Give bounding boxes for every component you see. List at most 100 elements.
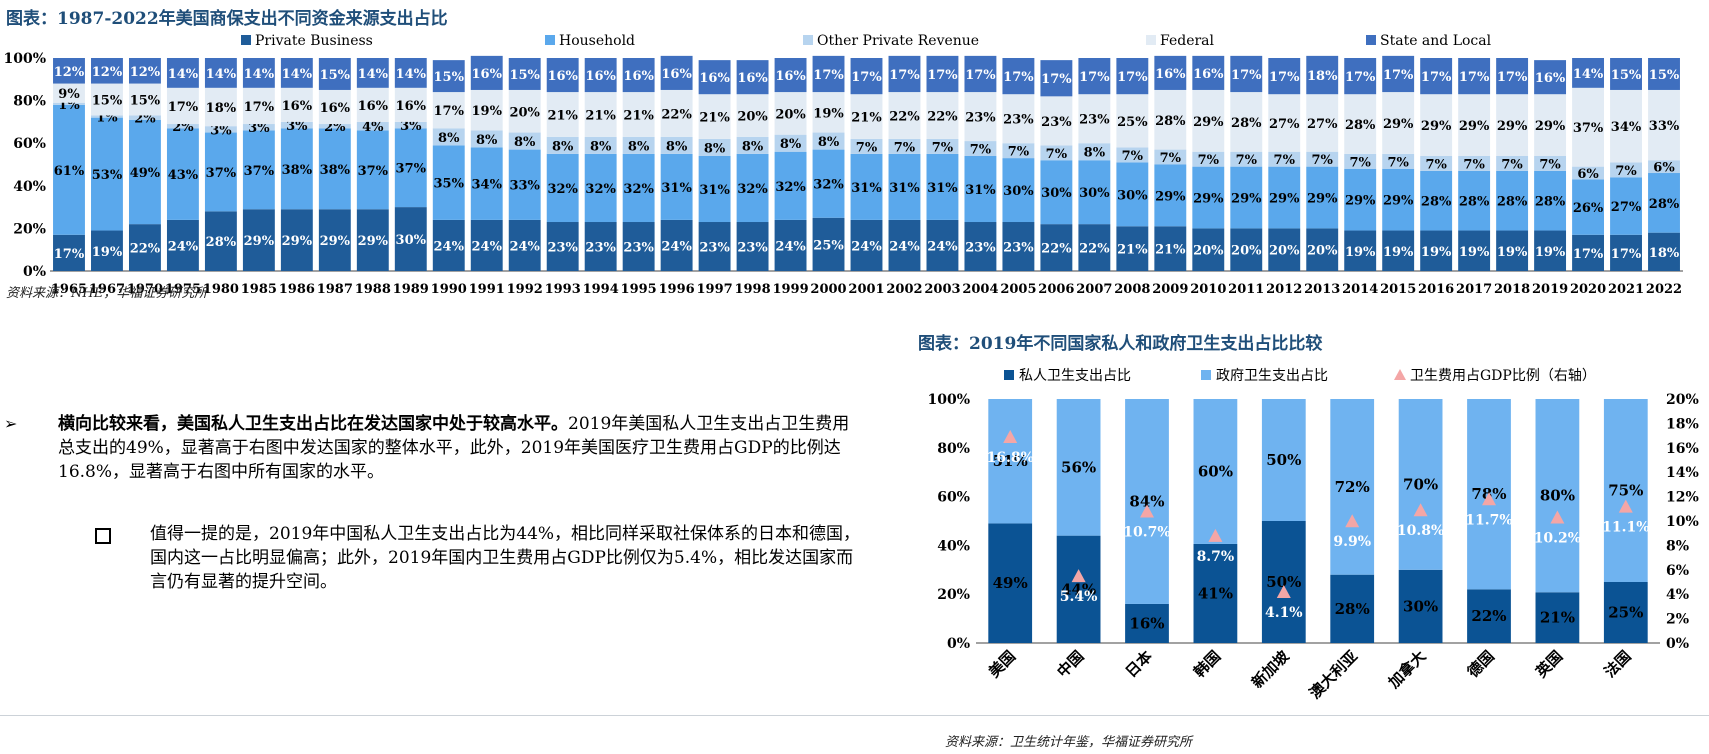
bar-segment <box>1610 234 1642 271</box>
data-label-private: 25% <box>1608 604 1643 622</box>
data-label-private: 21% <box>1540 609 1575 627</box>
data-label: 7% <box>1312 153 1334 168</box>
data-label: 29% <box>282 234 313 249</box>
data-label: 29% <box>244 234 275 249</box>
x-tick-label: 2000 <box>810 282 846 297</box>
data-label: 19% <box>92 245 123 260</box>
data-label: 14% <box>1573 67 1604 82</box>
data-label: 28% <box>206 235 237 250</box>
bar-segment <box>622 222 655 271</box>
data-label: 19% <box>813 106 844 121</box>
bar-segment-private <box>1125 603 1169 643</box>
data-label: 29% <box>1497 119 1528 134</box>
data-label: 31% <box>851 181 882 196</box>
data-label: 12% <box>130 65 161 80</box>
x-tick-label: 美国 <box>985 647 1019 681</box>
bar-segment <box>280 87 313 122</box>
bar-segment <box>1040 96 1073 146</box>
gdp-label: 10.8% <box>1397 523 1444 539</box>
legend-swatch <box>1146 35 1156 45</box>
data-label: 8% <box>1084 146 1106 161</box>
data-label-government: 80% <box>1540 487 1575 505</box>
bar-segment-private <box>1467 589 1511 643</box>
bar-segment <box>736 136 769 154</box>
data-label: 8% <box>590 139 612 154</box>
x-tick-label: 韩国 <box>1190 647 1224 681</box>
bar-segment <box>432 128 465 146</box>
data-label: 23% <box>1079 113 1110 128</box>
legend-swatch <box>1004 370 1014 380</box>
bar-segment <box>1458 155 1491 171</box>
bar-segment <box>1458 230 1491 271</box>
data-label-private: 49% <box>993 574 1028 592</box>
data-label: 30% <box>396 233 427 248</box>
data-label: 29% <box>1459 119 1490 134</box>
data-label: 31% <box>965 183 996 198</box>
bar-segment <box>53 83 85 103</box>
data-label: 17% <box>1117 70 1148 85</box>
y-tick-label: 100% <box>3 51 46 67</box>
bar-segment <box>1382 92 1415 154</box>
x-tick-label: 1999 <box>772 282 808 297</box>
footer-rule <box>0 715 1709 716</box>
bar-segment <box>1610 58 1642 90</box>
y2-tick-label: 8% <box>1666 538 1689 554</box>
data-label: 7% <box>1160 151 1182 166</box>
bar-segment <box>1268 166 1301 229</box>
data-label: 7% <box>1463 157 1485 172</box>
data-label: 32% <box>623 182 654 197</box>
data-label: 33% <box>1649 119 1680 134</box>
data-label: 37% <box>244 164 275 179</box>
bar-segment <box>774 219 807 271</box>
x-tick-label: 英国 <box>1532 647 1566 681</box>
bar-segment <box>1268 228 1301 271</box>
data-label: 3% <box>248 121 270 136</box>
bar-segment <box>622 153 655 223</box>
bar-segment <box>1002 94 1035 144</box>
bar-segment <box>888 153 921 220</box>
bar-segment <box>1572 179 1605 235</box>
bar-segment-private <box>988 523 1033 643</box>
data-label: 18% <box>1649 246 1680 261</box>
bar-segment <box>1344 168 1377 231</box>
gdp-marker <box>1208 528 1223 542</box>
data-label: 7% <box>894 140 916 155</box>
x-tick-label: 2015 <box>1380 282 1416 297</box>
data-label: 30% <box>1041 186 1072 201</box>
bar-segment <box>736 222 769 271</box>
bar-segment <box>1610 162 1642 178</box>
data-label: 29% <box>1383 117 1414 132</box>
data-label: 61% <box>54 164 85 179</box>
data-label: 31% <box>927 181 958 196</box>
gdp-label: 9.9% <box>1333 534 1371 550</box>
y2-tick-label: 14% <box>1666 465 1699 481</box>
bar-segment <box>850 153 883 220</box>
bar-segment <box>964 92 997 142</box>
data-label: 17% <box>1421 70 1452 85</box>
legend-label: Other Private Revenue <box>817 33 979 49</box>
bar-segment <box>736 94 769 137</box>
bar-segment <box>128 119 161 225</box>
data-label: 12% <box>54 65 85 80</box>
data-label: 37% <box>1573 121 1604 136</box>
data-label: 15% <box>130 94 161 109</box>
analysis-text: ➢ 横向比较来看，美国私人卫生支出占比在发达国家中处于较高水平。2019年美国私… <box>0 412 880 612</box>
bar-segment <box>660 219 693 271</box>
bar-segment-private <box>1603 582 1648 643</box>
x-tick-label: 2002 <box>886 282 922 297</box>
bar-segment <box>584 136 617 154</box>
bar-segment <box>622 92 655 137</box>
data-label: 17% <box>54 247 85 262</box>
data-label-private: 22% <box>1471 607 1506 625</box>
bar-segment <box>774 92 807 135</box>
bar-segment <box>1306 55 1339 95</box>
data-label-private: 16% <box>1129 614 1164 632</box>
bar-segment <box>1572 234 1605 271</box>
data-label: 29% <box>1269 192 1300 207</box>
data-label: 37% <box>358 164 389 179</box>
bar-segment <box>280 58 313 88</box>
gdp-marker <box>1550 510 1565 524</box>
bar-segment <box>470 55 503 90</box>
bar-segment <box>1002 158 1035 223</box>
x-tick-label: 1965 <box>51 282 87 297</box>
